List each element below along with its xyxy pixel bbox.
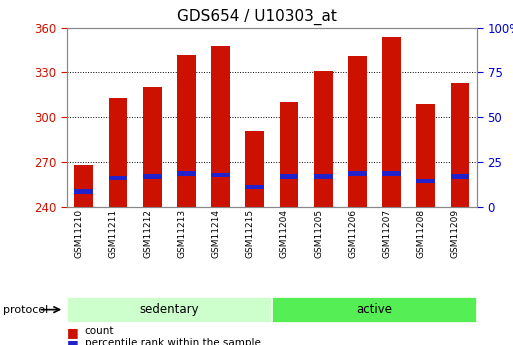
Bar [348, 171, 367, 176]
Bar [211, 172, 230, 177]
Bar [74, 165, 93, 207]
Text: ■: ■ [67, 326, 78, 339]
Bar [314, 174, 332, 179]
Text: GSM11211: GSM11211 [109, 209, 118, 258]
Text: ■: ■ [67, 338, 78, 345]
Text: GSM11214: GSM11214 [211, 209, 221, 258]
Bar [314, 71, 332, 207]
Bar [245, 131, 264, 207]
Text: GSM11209: GSM11209 [451, 209, 460, 258]
Text: GDS654 / U10303_at: GDS654 / U10303_at [176, 9, 337, 25]
Text: GSM11205: GSM11205 [314, 209, 323, 258]
Text: GSM11206: GSM11206 [348, 209, 358, 258]
Bar [417, 179, 435, 183]
Text: protocol: protocol [3, 305, 48, 315]
Bar [348, 56, 367, 207]
Text: GSM11210: GSM11210 [75, 209, 84, 258]
Text: GSM11204: GSM11204 [280, 209, 289, 258]
Text: sedentary: sedentary [140, 303, 199, 316]
Bar [245, 185, 264, 189]
Bar [109, 176, 127, 180]
Text: GSM11207: GSM11207 [383, 209, 391, 258]
Bar [280, 174, 299, 179]
Bar [450, 83, 469, 207]
Bar [417, 104, 435, 207]
Text: percentile rank within the sample: percentile rank within the sample [85, 338, 261, 345]
Text: active: active [357, 303, 392, 316]
Text: GSM11212: GSM11212 [143, 209, 152, 258]
Text: GSM11215: GSM11215 [246, 209, 255, 258]
Text: GSM11208: GSM11208 [417, 209, 426, 258]
Bar [177, 171, 196, 176]
Text: GSM11213: GSM11213 [177, 209, 186, 258]
Bar [211, 46, 230, 207]
Bar [143, 174, 162, 179]
Bar [109, 98, 127, 207]
Bar [382, 37, 401, 207]
Bar [177, 55, 196, 207]
Bar [280, 102, 299, 207]
Text: count: count [85, 326, 114, 336]
Bar [143, 87, 162, 207]
Bar [74, 189, 93, 194]
Bar [382, 171, 401, 176]
Bar [450, 174, 469, 179]
